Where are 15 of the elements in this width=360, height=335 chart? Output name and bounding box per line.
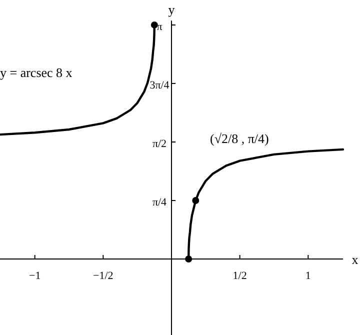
point xyxy=(185,256,192,263)
y-tick-label: π xyxy=(156,20,163,33)
point xyxy=(192,196,200,204)
x-tick-label: 1/2 xyxy=(232,270,247,282)
x-tick-label: −1 xyxy=(28,270,41,282)
x-tick-label: −1/2 xyxy=(93,270,114,282)
y-tick-label: π/4 xyxy=(152,196,168,208)
annotation: y = arcsec 8 x xyxy=(0,65,73,80)
point xyxy=(150,21,158,28)
x-axis-title: x xyxy=(352,252,359,268)
y-tick-label: π/2 xyxy=(152,138,167,150)
y-axis-title: y xyxy=(168,2,176,17)
x-tick-label: 1 xyxy=(305,270,311,282)
y-tick-label: 3π/4 xyxy=(150,79,170,92)
annotation: (√2/8 , π/4) xyxy=(210,131,269,146)
